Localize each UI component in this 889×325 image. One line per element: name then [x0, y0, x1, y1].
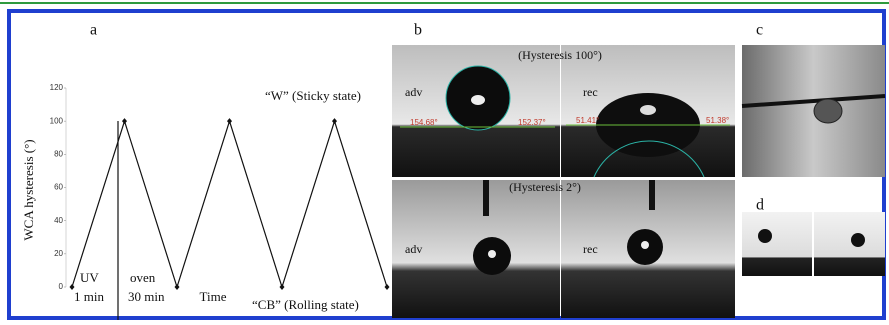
- annotation: “CB” (Rolling state): [252, 297, 359, 312]
- photo-caption: (Hysteresis 2°): [509, 180, 581, 194]
- droplet-highlight: [641, 241, 649, 249]
- y-tick-label: 100: [50, 116, 64, 125]
- y-tick-label: 60: [54, 183, 63, 192]
- photo-caption: rec: [583, 85, 598, 99]
- angle-label: 51.38°: [706, 116, 729, 125]
- photo-caption: rec: [583, 242, 598, 256]
- photo-panels: b c d (Hysteresis 100°) adv rec 154.68° …: [392, 22, 885, 318]
- annotation: oven: [130, 270, 156, 285]
- panel-label: d: [756, 197, 764, 214]
- droplet: [851, 233, 865, 247]
- y-tick-label: 40: [54, 216, 63, 225]
- droplet: [814, 99, 842, 123]
- annotation: 1 min: [74, 289, 104, 304]
- photo: [742, 212, 812, 276]
- annotation: UV: [80, 270, 99, 285]
- y-tick-label: 120: [50, 83, 64, 92]
- photo-caption: adv: [405, 242, 422, 256]
- x-axis-label: Time: [200, 289, 227, 304]
- annotation: “W” (Sticky state): [265, 88, 361, 103]
- droplet-highlight: [640, 105, 656, 115]
- annotation: 30 min: [128, 289, 165, 304]
- panel-label: b: [414, 22, 422, 39]
- figure: a WCA hysteresis (°) Time UV 1 min oven …: [0, 0, 889, 320]
- photo-caption: (Hysteresis 100°): [518, 48, 602, 62]
- droplet-highlight: [471, 95, 485, 105]
- panel-label: a: [90, 22, 97, 39]
- angle-label: 51.41°: [576, 116, 599, 125]
- photo: [814, 212, 885, 276]
- y-axis-label: WCA hysteresis (°): [21, 139, 36, 240]
- y-tick-label: 0: [59, 282, 64, 291]
- y-tick-label: 80: [54, 149, 63, 158]
- angle-label: 154.68°: [410, 118, 438, 127]
- needle: [649, 180, 655, 210]
- y-tick-label: 20: [54, 249, 63, 258]
- needle: [483, 180, 489, 216]
- droplet: [758, 229, 772, 243]
- droplet-highlight: [488, 250, 496, 258]
- angle-label: 152.37°: [518, 118, 546, 127]
- panel-label: c: [756, 22, 763, 39]
- photo-caption: adv: [405, 85, 422, 99]
